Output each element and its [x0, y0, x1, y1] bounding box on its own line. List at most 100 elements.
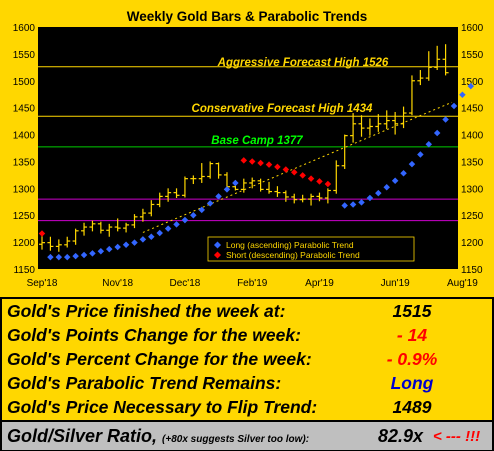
- y-tick-left-label: 1300: [13, 184, 36, 195]
- y-tick-right-label: 1150: [461, 265, 483, 276]
- y-tick-right-label: 1250: [461, 211, 484, 222]
- long-trend-point: [425, 140, 433, 148]
- price-bar: [434, 45, 441, 71]
- x-tick-label: Nov'18: [102, 278, 133, 289]
- y-tick-right-label: 1300: [461, 184, 484, 195]
- y-tick-left-label: 1400: [13, 131, 36, 142]
- stat-row: Gold's Price Necessary to Flip Trend: 148…: [2, 395, 492, 419]
- legend-label: Short (descending) Parabolic Trend: [226, 250, 360, 260]
- reference-line-label: Aggressive Forecast High 1526: [217, 57, 389, 69]
- y-tick-left-label: 1450: [13, 104, 36, 115]
- price-bar: [114, 218, 121, 232]
- stat-value: Long: [390, 373, 434, 393]
- price-bar: [215, 162, 222, 179]
- stat-row: Gold's Points Change for the week: - 14: [2, 323, 492, 347]
- short-trend-point: [274, 163, 281, 171]
- price-bar: [106, 223, 113, 237]
- x-tick-label: Sep'18: [27, 278, 58, 289]
- long-trend-point: [417, 151, 424, 158]
- ratio-value: 82.9x: [378, 426, 424, 446]
- stat-row: Gold's Price finished the week at: 1515: [2, 299, 492, 323]
- ratio-bar: Gold/Silver Ratio, (+80x suggests Silver…: [2, 422, 492, 450]
- reference-line-label: Base Camp 1377: [211, 135, 303, 147]
- price-bar: [291, 193, 298, 204]
- price-bar: [299, 194, 306, 203]
- stat-label: Gold's Percent Change for the week:: [7, 349, 312, 369]
- price-bar: [64, 236, 71, 248]
- short-trend-point: [38, 230, 46, 237]
- price-bar: [400, 106, 407, 129]
- x-tick-label: Dec'18: [170, 278, 201, 289]
- price-bar: [97, 221, 104, 234]
- stats-panel: Gold's Price finished the week at: 1515 Go…: [2, 299, 492, 420]
- long-trend-point: [459, 91, 466, 99]
- price-bar: [308, 193, 315, 206]
- long-trend-point: [114, 243, 121, 251]
- x-tick-label: Feb'19: [237, 278, 268, 289]
- y-tick-left-label: 1250: [13, 211, 36, 222]
- price-bar: [383, 110, 390, 130]
- y-tick-right-label: 1400: [461, 131, 484, 142]
- short-trend-point: [307, 175, 315, 182]
- long-trend-point: [206, 200, 214, 207]
- price-bar: [350, 113, 357, 143]
- price-bar: [240, 178, 247, 193]
- y-tick-right-label: 1600: [461, 23, 484, 34]
- long-trend-point: [391, 177, 399, 185]
- chart-panel: Weekly Gold Bars & Parabolic Trends 1150 1…: [0, 0, 494, 297]
- chart-title: Weekly Gold Bars & Parabolic Trends: [127, 9, 368, 24]
- stat-label: Gold's Points Change for the week:: [7, 325, 301, 345]
- y-tick-right-label: 1350: [461, 157, 484, 168]
- stat-value: 1489: [392, 397, 432, 417]
- legend-label: Long (ascending) Parabolic Trend: [226, 240, 354, 250]
- price-bar: [366, 118, 373, 136]
- price-bar: [89, 220, 96, 232]
- stat-value: - 0.9%: [386, 349, 438, 369]
- price-bar: [181, 176, 188, 198]
- price-bar: [341, 134, 348, 169]
- price-bar: [274, 186, 281, 197]
- legend-marker: [213, 251, 222, 259]
- long-trend-point: [341, 202, 348, 209]
- price-bar: [442, 44, 449, 76]
- long-trend-point: [156, 229, 163, 237]
- ratio-label-text: Gold/Silver Ratio,: [7, 426, 158, 446]
- price-bar: [81, 222, 88, 236]
- legend-box: [207, 236, 415, 262]
- price-bar: [131, 214, 138, 229]
- price-bar: [123, 222, 130, 233]
- long-trend-point: [72, 252, 79, 260]
- price-bar: [207, 161, 214, 179]
- long-trend-point: [181, 216, 189, 224]
- long-trend-point: [366, 194, 374, 202]
- long-trend-point: [148, 233, 155, 240]
- price-bar: [55, 239, 62, 252]
- short-trend-point: [248, 158, 256, 165]
- price-bar: [257, 178, 264, 192]
- y-tick-left-label: 1200: [13, 238, 36, 249]
- y-tick-left-label: 1500: [13, 77, 36, 88]
- price-bar: [425, 51, 432, 81]
- short-trend-point: [324, 180, 332, 188]
- short-trend-point: [299, 172, 306, 179]
- stat-row: Gold's Percent Change for the week: - 0.9…: [2, 347, 492, 371]
- short-trend-point: [257, 159, 264, 167]
- stat-label: Gold's Price Necessary to Flip Trend:: [7, 397, 318, 417]
- stat-value: 1515: [392, 301, 432, 321]
- price-bar: [47, 236, 54, 251]
- price-bar: [324, 188, 331, 204]
- long-trend-point: [190, 211, 197, 219]
- reference-line-label: Conservative Forecast High 1434: [192, 103, 373, 115]
- price-bar: [190, 175, 197, 185]
- price-bar: [392, 111, 399, 135]
- price-bar: [249, 177, 256, 189]
- long-trend-point: [131, 239, 138, 246]
- short-trend-point: [282, 166, 290, 173]
- long-trend-point: [122, 241, 130, 249]
- long-trend-point: [433, 129, 441, 137]
- y-tick-left-label: 1150: [13, 265, 35, 276]
- price-bar: [316, 192, 323, 202]
- plot-area: [38, 27, 458, 269]
- long-trend-point: [164, 225, 172, 232]
